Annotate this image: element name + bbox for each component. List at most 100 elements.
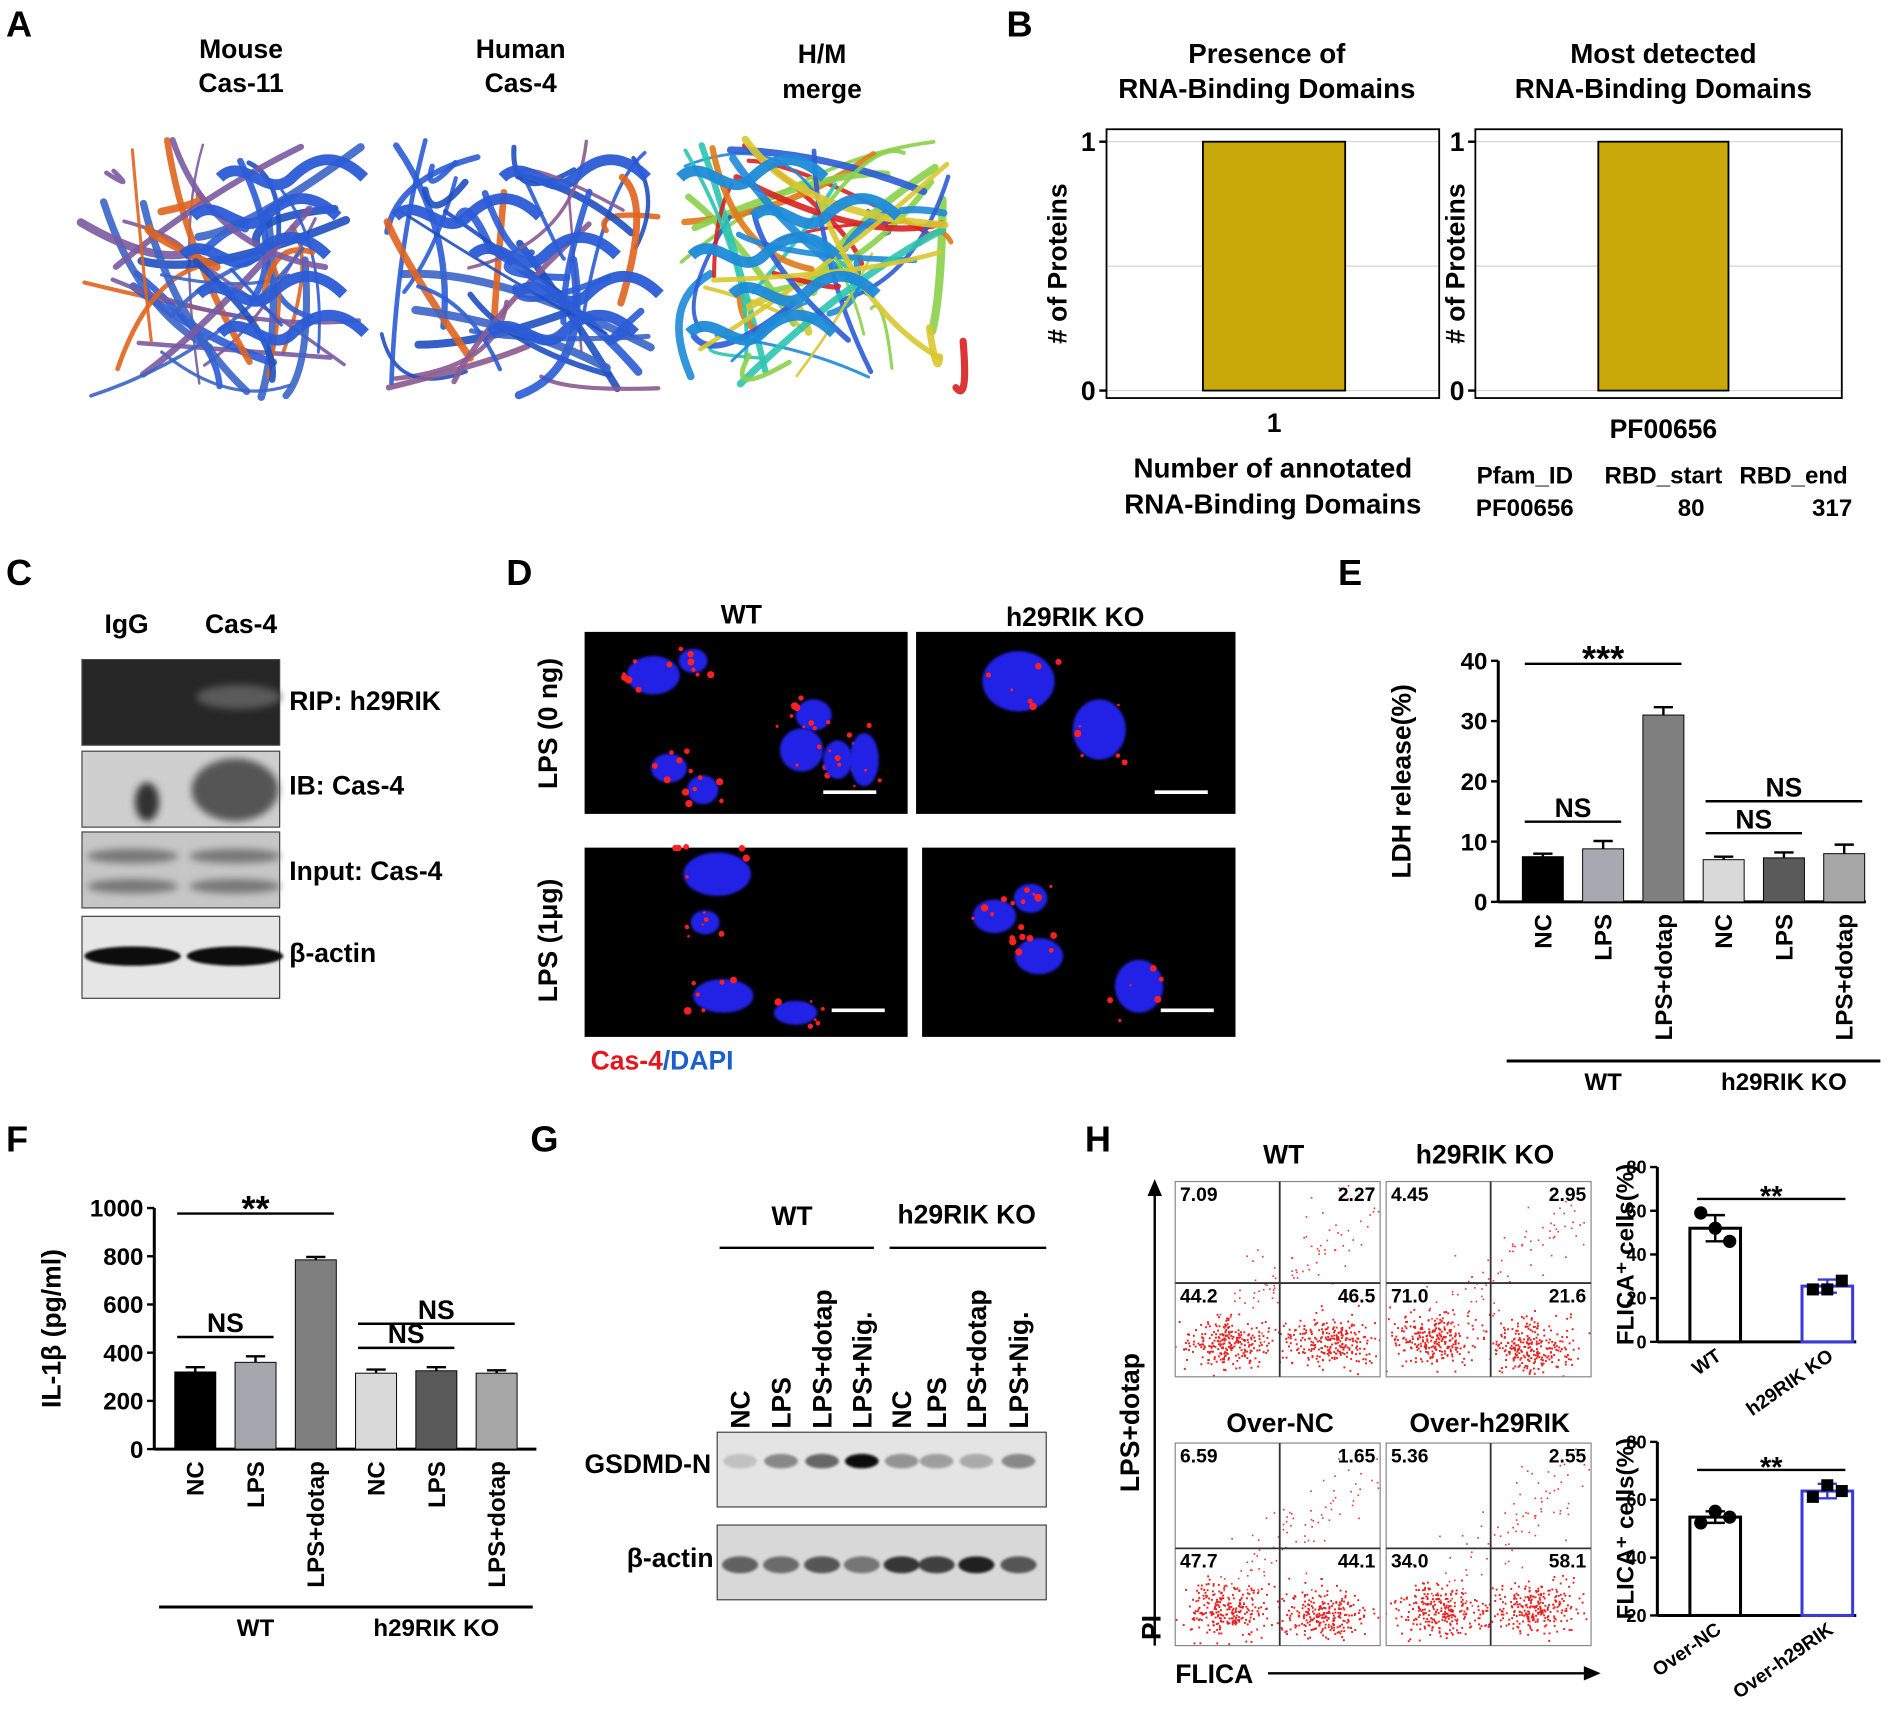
nucleus (1072, 699, 1126, 760)
structure-title: merge (782, 74, 862, 104)
cas4-signal (1149, 964, 1157, 972)
table-header: RBD_start (1604, 463, 1722, 490)
flow-dot (1212, 1584, 1215, 1587)
flow-dot (1393, 1601, 1396, 1604)
quadrant-value: 4.45 (1391, 1185, 1429, 1206)
flow-dot (1333, 1329, 1336, 1332)
flow-dot (1537, 1342, 1540, 1345)
flow-dot (1363, 1348, 1366, 1351)
flow-dot (1266, 1593, 1268, 1596)
flow-dot (1478, 1623, 1480, 1626)
flow-dot (1221, 1339, 1224, 1342)
x-tick-label: h29RIK KO (1743, 1346, 1837, 1421)
flow-dot (1235, 1336, 1238, 1339)
flow-dot (1194, 1612, 1197, 1615)
flow-dot (1249, 1351, 1252, 1354)
flow-dot (1499, 1271, 1502, 1273)
flow-dot (1386, 1370, 1388, 1373)
flow-dot (1355, 1346, 1358, 1349)
flow-dot (1513, 1346, 1516, 1349)
x-tick-label: LPS (243, 1461, 270, 1508)
flow-dot (1232, 1607, 1235, 1610)
flow-dot (1405, 1618, 1407, 1621)
flow-dot (1202, 1594, 1205, 1597)
flow-dot (1303, 1623, 1306, 1626)
flow-dot (1426, 1596, 1429, 1599)
flow-dot (1207, 1582, 1210, 1585)
flow-dot (1310, 1245, 1313, 1248)
cas4-signal (685, 799, 693, 808)
flow-dot (1202, 1337, 1205, 1340)
flow-dot (1320, 1584, 1323, 1587)
flow-dot (1193, 1618, 1196, 1621)
flow-dot (1579, 1224, 1582, 1226)
flow-dot (1223, 1616, 1226, 1619)
flow-dot (1326, 1594, 1329, 1597)
flow-dot (1251, 1609, 1254, 1612)
cas4-signal (1055, 658, 1062, 666)
flow-dot (1223, 1589, 1226, 1592)
flow-dot (1463, 1344, 1466, 1347)
flow-dot (1226, 1585, 1228, 1587)
flow-dot (1341, 1343, 1344, 1346)
flow-dot (1224, 1323, 1227, 1326)
flow-dot (1287, 1336, 1290, 1339)
flow-dot (1488, 1623, 1490, 1626)
flow-dot (1461, 1361, 1464, 1364)
flow-dot (1320, 1631, 1323, 1634)
flow-dot (1305, 1572, 1308, 1575)
flow-dot (1526, 1353, 1529, 1356)
flow-dot (1413, 1564, 1416, 1567)
flow-dot (1227, 1603, 1230, 1606)
cas4-signal (789, 714, 794, 718)
flow-dot (1432, 1594, 1435, 1597)
flow-dot (1169, 1604, 1171, 1606)
flow-dot (1322, 1620, 1325, 1623)
flow-dot (1435, 1322, 1438, 1325)
flow-dot (1318, 1339, 1321, 1342)
flow-dot (1519, 1493, 1522, 1496)
flow-dot (1313, 1628, 1316, 1631)
flow-dot (1518, 1345, 1521, 1348)
flow-dot (1349, 1626, 1352, 1629)
flow-dot (1560, 1481, 1563, 1484)
flow-dot (1352, 1239, 1355, 1241)
flow-dot (1437, 1594, 1440, 1597)
flow-dot (1468, 1653, 1470, 1655)
flow-dot (1226, 1349, 1229, 1352)
flow-dot (1512, 1526, 1514, 1529)
flow-dot (1413, 1619, 1415, 1622)
flow-dot (1224, 1604, 1227, 1607)
cas4-signal (1049, 884, 1053, 889)
flow-dot (1446, 1620, 1449, 1623)
flow-dot (1353, 1324, 1356, 1327)
flow-dot (1439, 1318, 1442, 1321)
flow-dot (1357, 1360, 1360, 1363)
flow-dot (1325, 1636, 1327, 1639)
cas4-signal (701, 1008, 706, 1013)
flow-dot (1230, 1344, 1233, 1347)
cas4-signal (1078, 724, 1081, 728)
flow-dot (1311, 1618, 1314, 1621)
flow-dot (1315, 1311, 1318, 1314)
flow-dot (1421, 1600, 1424, 1603)
flow-dot (1464, 1602, 1467, 1605)
flow-dot (1460, 1609, 1463, 1612)
flow-dot (1310, 1344, 1313, 1347)
flow-dot (1301, 1336, 1304, 1339)
flow-dot (1519, 1358, 1522, 1361)
flow-dot (1470, 1625, 1473, 1628)
flow-dot (1220, 1592, 1223, 1595)
cas4-signal (837, 762, 842, 767)
flow-dot (1505, 1345, 1508, 1347)
flow-dot (1205, 1612, 1207, 1614)
protein-ribbon (393, 299, 509, 381)
flow-dot (1461, 1592, 1463, 1595)
flow-dot (1417, 1347, 1420, 1350)
flow-dot (1361, 1324, 1364, 1327)
flow-dot (1290, 1349, 1293, 1352)
flow-dot (1516, 1523, 1519, 1525)
flow-dot (1498, 1309, 1500, 1312)
flow-dot (1429, 1633, 1432, 1636)
flow-dot (1294, 1624, 1297, 1627)
